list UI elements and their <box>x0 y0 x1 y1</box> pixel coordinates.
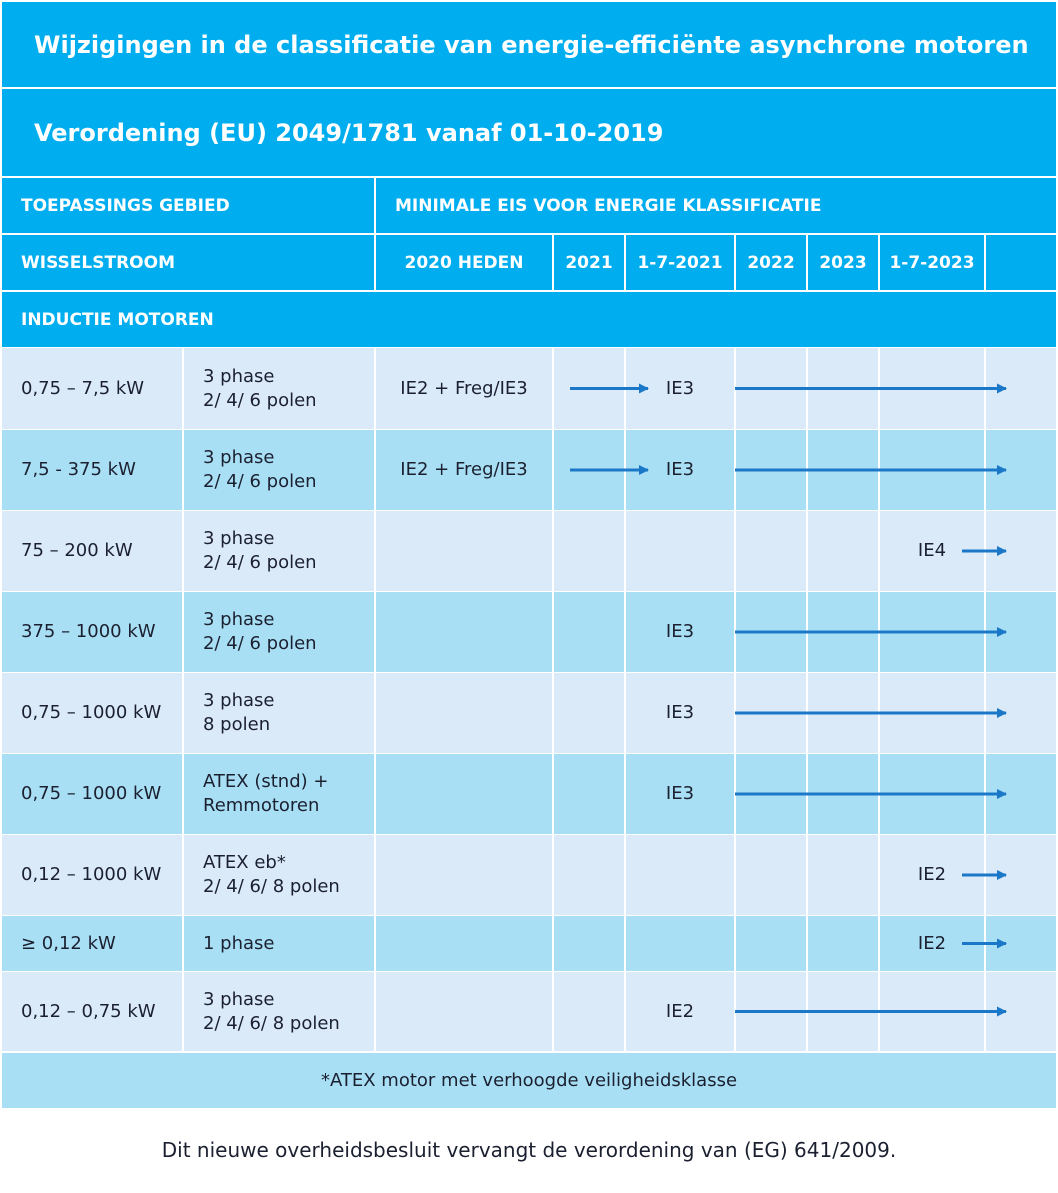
motor-type: 3 phase 2/ 4/ 6 polen <box>184 592 374 672</box>
empty-cell <box>736 916 806 971</box>
motor-type: 3 phase 2/ 4/ 6/ 8 polen <box>184 972 374 1051</box>
year-header-empty <box>986 235 1056 290</box>
empty-cell <box>376 673 552 753</box>
efficiency-class: IE3 <box>626 754 734 834</box>
motor-type-line: 2/ 4/ 6 polen <box>203 552 317 573</box>
power: 7,5 - 375 kW <box>2 430 182 510</box>
power: 0,12 – 1000 kW <box>2 835 182 915</box>
empty-cell <box>554 972 624 1051</box>
empty-cell <box>376 592 552 672</box>
efficiency-class: IE2 <box>880 916 984 971</box>
motor-type-lines: 3 phase 2/ 4/ 6 polen <box>203 527 317 575</box>
motor-type: 3 phase 2/ 4/ 6 polen <box>184 511 374 591</box>
power: ≥ 0,12 kW <box>2 916 182 971</box>
efficiency-class: IE3 <box>626 592 734 672</box>
year-header: 2022 <box>736 235 806 290</box>
empty-cell <box>626 835 734 915</box>
motor-type-line: 3 phase <box>203 365 275 387</box>
motor-type-line: 3 phase <box>203 609 275 630</box>
year-header: 1-7-2021 <box>626 235 734 290</box>
empty-cell <box>376 835 552 915</box>
motor-type-lines: 3 phase 2/ 4/ 6 polen <box>203 365 317 413</box>
motor-type-lines: 3 phase 8 polen <box>203 689 275 737</box>
empty-cell <box>626 916 734 971</box>
motor-type: 3 phase 2/ 4/ 6 polen <box>184 348 374 429</box>
empty-cell <box>808 511 878 591</box>
power: 375 – 1000 kW <box>2 592 182 672</box>
motor-type: 3 phase 8 polen <box>184 673 374 753</box>
motor-type-line: 3 phase <box>203 988 275 1010</box>
motor-type-line: ATEX eb* <box>203 852 286 873</box>
empty-cell <box>554 835 624 915</box>
efficiency-class: IE2 + Freg/IE3 <box>376 430 552 510</box>
empty-cell <box>554 916 624 971</box>
empty-cell <box>376 754 552 834</box>
motor-type-line: Remmotoren <box>203 795 320 816</box>
motor-type-lines: 3 phase 2/ 4/ 6/ 8 polen <box>203 988 340 1036</box>
subtitle: Verordening (EU) 2049/1781 vanaf 01-10-2… <box>2 89 1056 176</box>
footnote: *ATEX motor met verhoogde veiligheidskla… <box>2 1053 1056 1108</box>
year-header: 2023 <box>808 235 878 290</box>
empty-cell <box>554 673 624 753</box>
motor-type: ATEX eb* 2/ 4/ 6/ 8 polen <box>184 835 374 915</box>
motor-type-lines: ATEX eb* 2/ 4/ 6/ 8 polen <box>203 851 340 899</box>
efficiency-class: IE2 <box>626 972 734 1051</box>
empty-cell <box>376 511 552 591</box>
efficiency-class: IE3 <box>626 673 734 753</box>
motor-type-line: 2/ 4/ 6 polen <box>203 389 317 411</box>
motor-type-lines: 3 phase 2/ 4/ 6 polen <box>203 608 317 656</box>
empty-cell <box>736 511 806 591</box>
section: INDUCTIE MOTOREN <box>2 292 1056 347</box>
empty-cell <box>554 754 624 834</box>
year-header: 2020 HEDEN <box>376 235 552 290</box>
power: 0,75 – 7,5 kW <box>2 348 182 429</box>
motor-type-line: 8 polen <box>203 714 271 735</box>
motor-type-line: ATEX (stnd) + <box>203 771 329 792</box>
power: 0,75 – 1000 kW <box>2 754 182 834</box>
empty-cell <box>626 511 734 591</box>
motor-type-lines: ATEX (stnd) + Remmotoren <box>203 770 328 818</box>
motor-type-lines: 1 phase <box>203 932 275 956</box>
power: 0,75 – 1000 kW <box>2 673 182 753</box>
year-header: 2021 <box>554 235 624 290</box>
header-requirement: MINIMALE EIS VOOR ENERGIE KLASSIFICATIE <box>376 178 1056 233</box>
empty-cell <box>376 916 552 971</box>
efficiency-class: IE2 + Freg/IE3 <box>376 348 552 429</box>
empty-cell <box>376 972 552 1051</box>
motor-type-line: 3 phase <box>203 528 275 549</box>
motor-type-line: 2/ 4/ 6 polen <box>203 471 317 492</box>
empty-cell <box>554 511 624 591</box>
year-header: 1-7-2023 <box>880 235 984 290</box>
title: Wijzigingen in de classificatie van ener… <box>2 2 1056 87</box>
empty-cell <box>808 835 878 915</box>
motor-type-line: 3 phase <box>203 447 275 468</box>
caption: Dit nieuwe overheidsbesluit vervangt de … <box>161 1138 897 1162</box>
header-scope: TOEPASSINGS GEBIED <box>2 178 374 233</box>
power: 75 – 200 kW <box>2 511 182 591</box>
power: 0,12 – 0,75 kW <box>2 972 182 1051</box>
motor-type-line: 3 phase <box>203 690 275 711</box>
subheader-label: WISSELSTROOM <box>2 235 374 290</box>
motor-type-line: 2/ 4/ 6 polen <box>203 633 317 654</box>
motor-type-line: 2/ 4/ 6/ 8 polen <box>203 876 340 897</box>
motor-type-lines: 3 phase 2/ 4/ 6 polen <box>203 446 317 494</box>
empty-cell <box>808 916 878 971</box>
empty-cell <box>554 592 624 672</box>
motor-type-line: 2/ 4/ 6/ 8 polen <box>203 1012 340 1034</box>
motor-type: 1 phase <box>184 916 374 971</box>
empty-cell <box>736 835 806 915</box>
motor-type-line: 1 phase <box>203 932 275 954</box>
motor-type: 3 phase 2/ 4/ 6 polen <box>184 430 374 510</box>
motor-type: ATEX (stnd) + Remmotoren <box>184 754 374 834</box>
